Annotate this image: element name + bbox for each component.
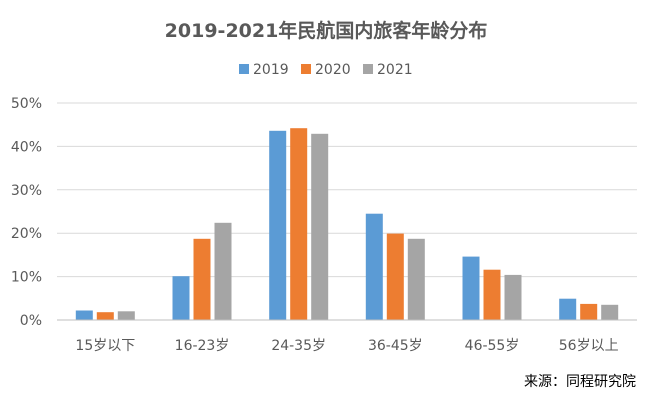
legend-label: 2021: [377, 62, 413, 78]
bar: [75, 310, 93, 320]
y-axis-ticks: 0% 10% 20% 30% 40% 50%: [11, 96, 42, 329]
bar: [601, 304, 619, 320]
bar: [386, 233, 404, 320]
legend-swatch: [239, 64, 249, 74]
chart-title: 2019-2021年民航国内旅客年龄分布: [165, 19, 488, 42]
x-tick-label: 46-55岁: [465, 338, 520, 354]
x-tick-label: 15岁以下: [75, 338, 135, 354]
bar: [483, 269, 501, 320]
bar: [193, 238, 211, 320]
y-tick-label: 50%: [11, 96, 42, 112]
y-tick-label: 20%: [11, 226, 42, 242]
x-tick-label: 36-45岁: [368, 338, 423, 354]
legend: 2019 2020 2021: [239, 62, 413, 78]
x-tick-label: 24-35岁: [271, 338, 326, 354]
bar: [290, 128, 308, 320]
x-tick-label: 16-23岁: [175, 338, 230, 354]
bar: [311, 133, 329, 320]
bar: [365, 213, 383, 320]
x-tick-label: 56岁以上: [559, 338, 619, 354]
legend-swatch: [363, 64, 373, 74]
bar: [580, 303, 598, 320]
x-axis-ticks: 15岁以下 16-23岁 24-35岁 36-45岁 46-55岁 56岁以上: [75, 338, 618, 354]
gridlines: [57, 102, 637, 278]
bar: [269, 130, 287, 320]
y-tick-label: 10%: [11, 270, 42, 286]
legend-label: 2020: [315, 62, 351, 78]
bar: [214, 222, 232, 320]
bar: [117, 311, 135, 320]
y-tick-label: 30%: [11, 183, 42, 199]
legend-swatch: [301, 64, 311, 74]
bar: [462, 256, 480, 320]
y-tick-label: 40%: [11, 139, 42, 155]
bar: [172, 276, 190, 320]
bars: [75, 128, 619, 320]
bar: [96, 312, 114, 320]
source-note: 来源：同程研究院: [524, 374, 636, 390]
bar: [559, 298, 577, 320]
bar: [504, 274, 522, 320]
legend-label: 2019: [253, 62, 289, 78]
bar: [407, 238, 425, 320]
y-tick-label: 0%: [20, 313, 42, 329]
